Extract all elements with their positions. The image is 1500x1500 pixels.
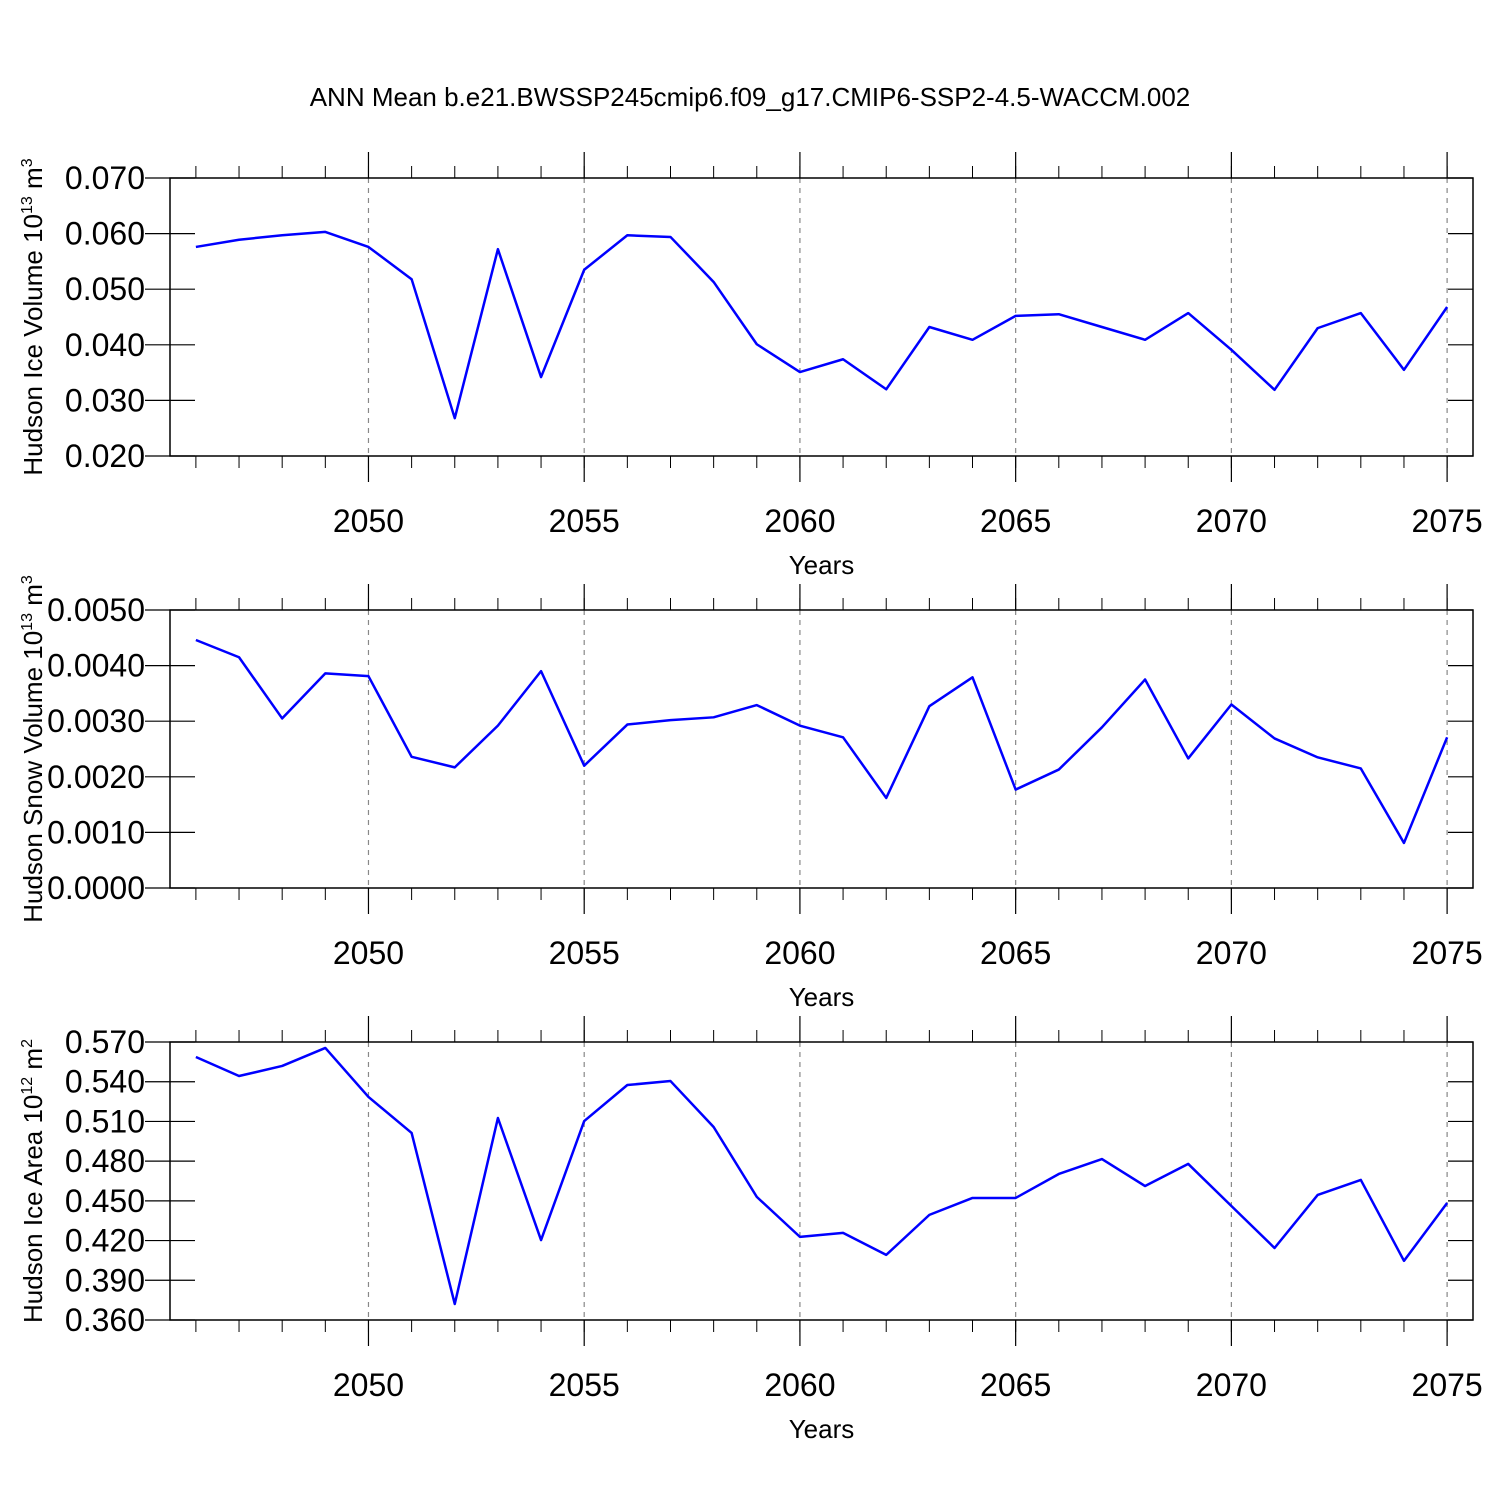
y-tick-label: 0.030 xyxy=(65,382,145,418)
y-tick-label: 0.0000 xyxy=(47,870,145,906)
plot-frame xyxy=(169,609,1474,889)
x-tick-label: 2075 xyxy=(1412,1367,1483,1403)
x-tick-label: 2055 xyxy=(549,1367,620,1403)
x-axis-label: Years xyxy=(789,550,855,580)
y-axis-label-text: Hudson Snow Volume 10 xyxy=(18,631,48,923)
y-axis-label-text: Hudson Ice Area 10 xyxy=(18,1095,48,1323)
y-axis-label-text: Hudson Ice Volume 10 xyxy=(18,214,48,476)
y-tick-label: 0.0030 xyxy=(47,703,145,739)
x-tick-label: 2065 xyxy=(980,503,1051,539)
plot-frame xyxy=(169,177,1474,457)
x-tick-label: 2050 xyxy=(333,935,404,971)
x-tick-label: 2075 xyxy=(1412,935,1483,971)
x-tick-label: 2055 xyxy=(549,503,620,539)
x-tick-label: 2070 xyxy=(1196,935,1267,971)
y-axis-label-exponent: 13 xyxy=(19,613,36,631)
y-tick-label: 0.0050 xyxy=(47,592,145,628)
x-tick-label: 2065 xyxy=(980,935,1051,971)
y-axis-label: Hudson Ice Volume 1013 m3 xyxy=(18,158,48,475)
y-tick-label: 0.450 xyxy=(65,1183,145,1219)
y-axis-label-unit: m xyxy=(18,167,48,196)
data-line xyxy=(195,1046,1449,1306)
y-tick-label: 0.510 xyxy=(65,1103,145,1139)
y-tick-label: 0.480 xyxy=(65,1143,145,1179)
y-tick-label: 0.050 xyxy=(65,271,145,307)
data-line xyxy=(195,638,1449,845)
y-tick-label: 0.0020 xyxy=(47,759,145,795)
y-axis-label-unit-exponent: 3 xyxy=(19,158,36,167)
x-tick-label: 2065 xyxy=(980,1367,1051,1403)
x-tick-label: 2070 xyxy=(1196,503,1267,539)
x-axis-label: Years xyxy=(789,1414,855,1444)
y-tick-label: 0.420 xyxy=(65,1223,145,1259)
y-tick-label: 0.360 xyxy=(65,1302,145,1338)
x-tick-label: 2060 xyxy=(764,1367,835,1403)
plot-frame xyxy=(169,1041,1474,1321)
y-axis-label: Hudson Ice Area 1012 m2 xyxy=(18,1039,48,1323)
y-tick-label: 0.040 xyxy=(65,327,145,363)
y-axis-label-unit: m xyxy=(18,584,48,613)
x-axis-label: Years xyxy=(789,982,855,1012)
y-tick-label: 0.390 xyxy=(65,1262,145,1298)
x-tick-label: 2060 xyxy=(764,935,835,971)
x-tick-label: 2050 xyxy=(333,1367,404,1403)
x-tick-label: 2070 xyxy=(1196,1367,1267,1403)
y-axis-label-unit-exponent: 3 xyxy=(19,575,36,584)
y-tick-label: 0.070 xyxy=(65,160,145,196)
y-tick-label: 0.020 xyxy=(65,438,145,474)
chart-title: ANN Mean b.e21.BWSSP245cmip6.f09_g17.CMI… xyxy=(310,82,1191,112)
data-line xyxy=(195,230,1449,420)
y-axis-label-exponent: 13 xyxy=(19,196,36,214)
x-tick-label: 2050 xyxy=(333,503,404,539)
y-tick-label: 0.0010 xyxy=(47,814,145,850)
y-axis-label-unit-exponent: 2 xyxy=(19,1039,36,1048)
x-tick-label: 2075 xyxy=(1412,503,1483,539)
y-tick-label: 0.570 xyxy=(65,1024,145,1060)
y-tick-label: 0.060 xyxy=(65,216,145,252)
x-tick-label: 2060 xyxy=(764,503,835,539)
y-tick-label: 0.540 xyxy=(65,1064,145,1100)
x-tick-label: 2055 xyxy=(549,935,620,971)
y-axis-label-unit: m xyxy=(18,1048,48,1077)
y-tick-label: 0.0040 xyxy=(47,648,145,684)
y-axis-label: Hudson Snow Volume 1013 m3 xyxy=(18,575,48,923)
y-axis-label-exponent: 12 xyxy=(19,1077,36,1095)
